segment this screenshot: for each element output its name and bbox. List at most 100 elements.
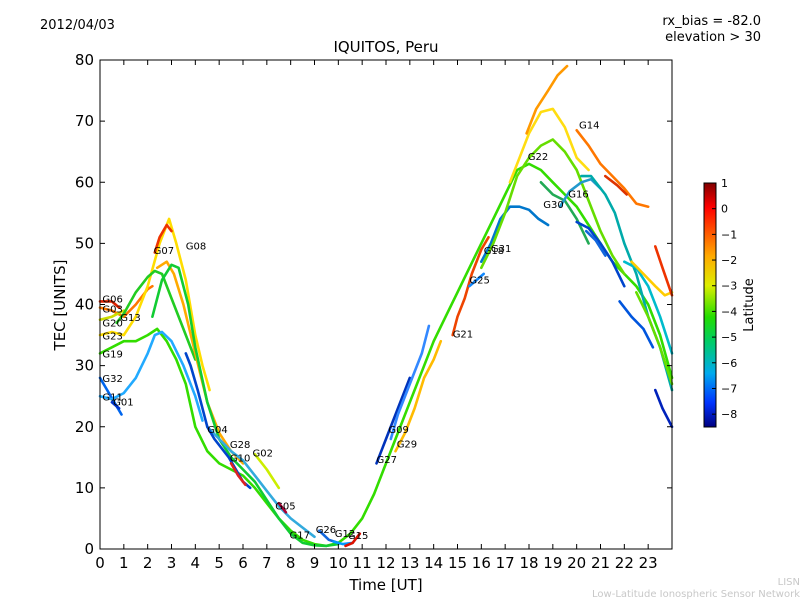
sat-label-g14: G14 — [579, 121, 599, 132]
x-axis: 0 1 2 3 4 5 6 7 8 9 10 11 12 13 14 15 16 17 18 19 20 21 22 23 — [95, 60, 658, 572]
series-line-g01b — [654, 388, 674, 429]
x-tick-label: 6 — [238, 554, 248, 572]
series-line-g03 — [98, 284, 154, 318]
series-line-g11 — [98, 330, 204, 422]
x-tick-label: 16 — [472, 554, 491, 572]
x-tick-label: 14 — [424, 554, 443, 572]
sat-label-g16: G16 — [568, 190, 588, 201]
series-layer — [98, 64, 674, 548]
sat-label-g21: G21 — [453, 330, 473, 341]
y-tick-label: 50 — [75, 234, 94, 252]
x-tick-label: 23 — [639, 554, 658, 572]
y-tick-label: 20 — [75, 418, 94, 436]
sat-label-g03: G03 — [102, 304, 122, 315]
sat-label-g01: G01 — [113, 397, 133, 408]
elevation-label: elevation > 30 — [665, 30, 761, 45]
colorbar — [703, 182, 717, 428]
series-line-g17 — [151, 263, 340, 548]
series-line-g21b — [623, 260, 674, 355]
sat-label-g09: G09 — [388, 425, 408, 436]
x-tick-label: 5 — [214, 554, 224, 572]
date-label: 2012/04/03 — [40, 18, 115, 33]
x-tick-label: 3 — [167, 554, 177, 572]
x-tick-label: 18 — [519, 554, 538, 572]
sat-label-g30: G30 — [543, 200, 563, 211]
y-tick-label: 40 — [75, 296, 94, 314]
series-line-g14b — [575, 129, 650, 208]
series-line-g06 — [98, 300, 121, 309]
series-line-g20 — [98, 309, 126, 322]
sat-label-g02: G02 — [253, 449, 273, 460]
x-tick-label: 20 — [567, 554, 586, 572]
colorbar-tick-label: −1 — [721, 228, 737, 241]
series-line-g08b — [630, 260, 674, 297]
sat-label-g12: G12 — [335, 529, 355, 540]
series-line-g29b — [635, 291, 674, 386]
series-line-g09 — [389, 324, 431, 441]
x-tick-label: 22 — [615, 554, 634, 572]
x-tick-label: 13 — [400, 554, 419, 572]
series-line-g29 — [394, 339, 443, 453]
series-line-g07 — [153, 223, 173, 254]
sat-label-g17: G17 — [290, 531, 310, 542]
colorbar-tick-label: −7 — [721, 382, 737, 395]
series-line-g18 — [480, 205, 550, 263]
series-line-g10 — [229, 462, 247, 487]
colorbar-tick-label: 0 — [721, 203, 728, 216]
y-tick-label: 60 — [75, 173, 94, 191]
series-line-g13 — [115, 269, 197, 361]
sat-label-g23: G23 — [102, 331, 122, 342]
colorbar-ticks: 1 0 −1 −2 −3 −4 −5 −6 −7 −8 — [712, 177, 737, 421]
y-tick-label: 70 — [75, 112, 94, 130]
x-tick-label: 19 — [543, 554, 562, 572]
series-line-g08 — [155, 260, 245, 465]
x-tick-label: 17 — [496, 554, 515, 572]
series-line-g27 — [375, 376, 412, 465]
colorbar-label: Latitude — [742, 278, 757, 332]
sat-label-g20: G20 — [102, 319, 122, 330]
y-tick-label: 30 — [75, 357, 94, 375]
sat-label-g22: G22 — [528, 152, 548, 163]
y-tick-label: 0 — [84, 540, 94, 558]
sat-label-g13: G13 — [120, 313, 140, 324]
y-axis-label: TEC [UNITS] — [51, 260, 69, 352]
sat-label-g31: G31 — [491, 244, 511, 255]
colorbar-tick-label: −8 — [721, 408, 737, 421]
colorbar-tick-label: −2 — [721, 254, 737, 267]
series-line-g20b — [618, 300, 655, 349]
x-tick-label: 7 — [262, 554, 272, 572]
sat-label-g28: G28 — [230, 440, 250, 451]
footer-org-short: LISN — [777, 577, 800, 588]
series-line-g25 — [468, 272, 485, 288]
series-line-g04b — [654, 245, 674, 297]
series-line-g30b — [575, 220, 626, 288]
x-tick-label: 9 — [310, 554, 320, 572]
sat-label-g08: G08 — [186, 242, 206, 253]
sat-label-g06: G06 — [102, 295, 122, 306]
series-line-g15 — [344, 532, 362, 548]
sat-label-g18: G18 — [484, 246, 504, 257]
colorbar-tick-label: −6 — [721, 357, 737, 370]
sat-label-g11: G11 — [102, 393, 122, 404]
colorbar-tick-label: −5 — [721, 331, 737, 344]
series-line-g22 — [508, 107, 590, 184]
colorbar-tick-label: 1 — [721, 177, 728, 190]
sat-label-g26: G26 — [316, 525, 336, 536]
series-line-g31 — [480, 138, 626, 276]
x-tick-label: 10 — [329, 554, 348, 572]
y-axis: 0 10 20 30 40 50 60 70 80 — [75, 51, 672, 558]
sat-label-g07: G07 — [154, 246, 174, 257]
sat-label-g15: G15 — [348, 531, 368, 542]
series-line-g14 — [525, 64, 569, 135]
rx-bias-label: rx_bias = -82.0 — [662, 14, 761, 29]
series-line-g04 — [206, 425, 316, 539]
sat-label-g27: G27 — [377, 455, 397, 466]
x-tick-label: 0 — [95, 554, 105, 572]
sat-label-g04: G04 — [207, 425, 227, 436]
chart-title: IQUITOS, Peru — [333, 38, 438, 56]
sat-label-g19: G19 — [102, 350, 122, 361]
sat-label-g10: G10 — [230, 454, 250, 465]
x-tick-label: 12 — [376, 554, 395, 572]
sat-label-g32: G32 — [102, 374, 122, 385]
